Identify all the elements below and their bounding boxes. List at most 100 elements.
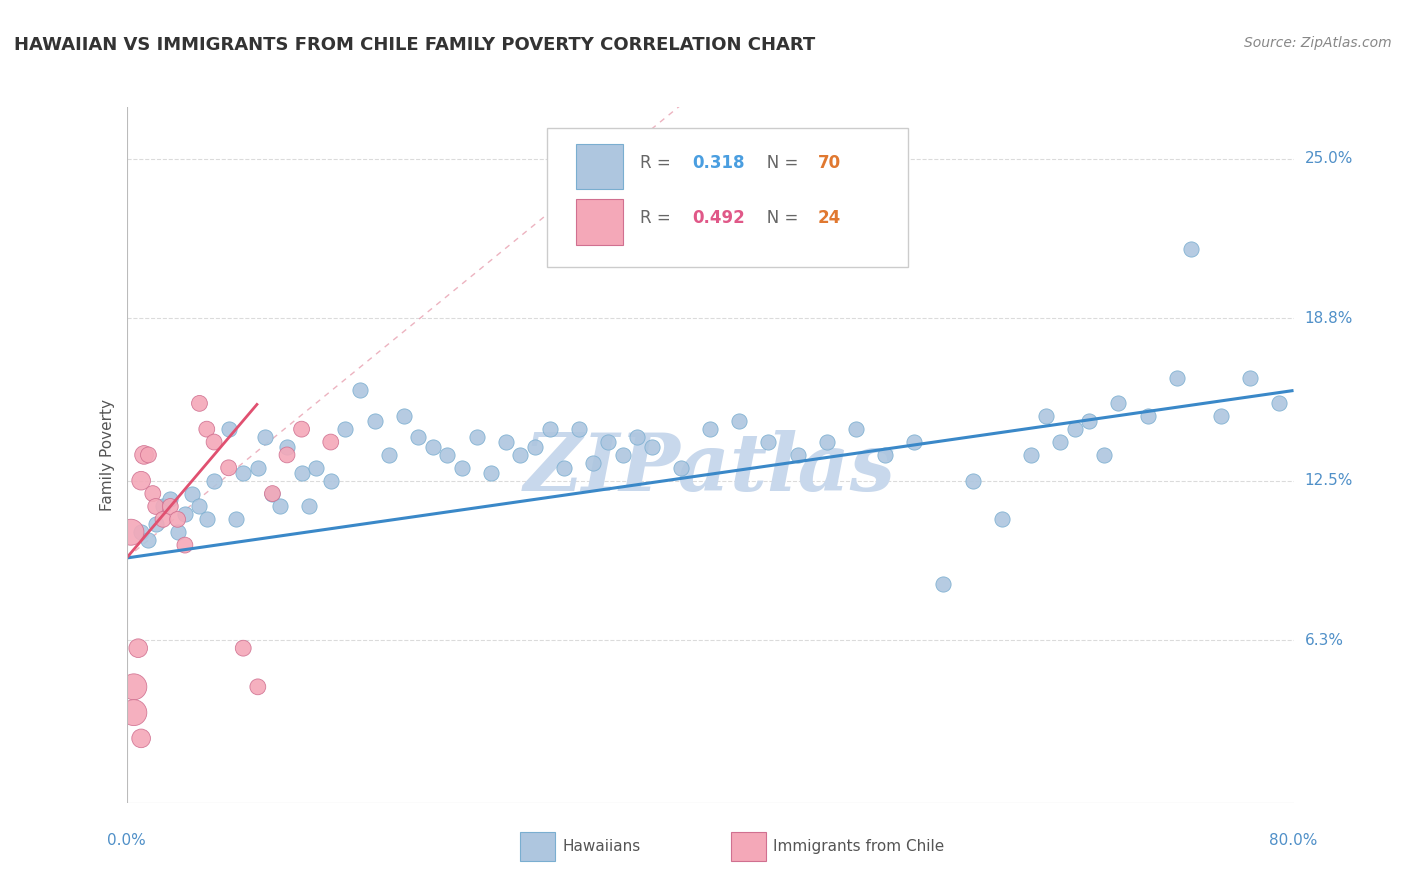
Point (641, 440, 664, 454)
Point (524, 440, 547, 454)
Point (495, 435, 517, 450)
Text: 0.0%: 0.0% (107, 833, 146, 848)
Point (262, 486, 284, 500)
Point (254, 430, 277, 444)
Text: 70: 70 (817, 154, 841, 172)
Point (298, 500, 321, 514)
Point (596, 435, 619, 450)
Text: ZIPatlas: ZIPatlas (524, 430, 896, 508)
Point (225, 512, 247, 526)
Point (479, 466, 502, 480)
Point (120, 525, 142, 540)
Point (962, 474, 984, 488)
FancyBboxPatch shape (576, 199, 623, 244)
Point (195, 512, 218, 526)
Point (159, 491, 181, 506)
Point (845, 422, 868, 436)
Text: Source: ZipAtlas.com: Source: ZipAtlas.com (1244, 36, 1392, 50)
Y-axis label: Family Poverty: Family Poverty (100, 399, 115, 511)
Point (122, 680, 145, 694)
FancyBboxPatch shape (576, 145, 623, 189)
Point (568, 422, 591, 436)
Point (188, 500, 211, 514)
Point (290, 422, 312, 436)
Point (1136, 409, 1159, 424)
Point (142, 486, 165, 500)
Point (582, 456, 605, 470)
Point (305, 460, 328, 475)
Point (202, 474, 225, 488)
Point (1049, 435, 1071, 450)
FancyBboxPatch shape (547, 128, 908, 267)
Text: 12.5%: 12.5% (1305, 473, 1353, 488)
Point (174, 538, 197, 552)
Text: 24: 24 (817, 210, 841, 227)
Point (129, 731, 152, 746)
Point (232, 466, 254, 480)
Point (669, 460, 692, 475)
Point (202, 435, 225, 450)
Text: N =: N = (751, 154, 803, 172)
Point (786, 448, 808, 462)
Point (1108, 396, 1130, 410)
Point (122, 706, 145, 720)
Point (127, 641, 149, 656)
Point (152, 500, 174, 514)
Point (195, 422, 218, 436)
Point (166, 512, 188, 526)
Point (875, 448, 897, 462)
Point (145, 500, 167, 514)
Point (451, 460, 474, 475)
Point (181, 486, 204, 500)
Point (262, 486, 284, 500)
Text: 0.318: 0.318 (693, 154, 745, 172)
Point (903, 435, 925, 450)
Point (1035, 409, 1057, 424)
Text: 80.0%: 80.0% (1270, 833, 1317, 848)
Point (756, 435, 779, 450)
Point (319, 435, 342, 450)
Point (815, 435, 838, 450)
Point (145, 517, 167, 532)
Point (218, 460, 240, 475)
Point (349, 384, 371, 398)
Point (132, 448, 155, 462)
Point (232, 641, 254, 656)
Text: HAWAIIAN VS IMMIGRANTS FROM CHILE FAMILY POVERTY CORRELATION CHART: HAWAIIAN VS IMMIGRANTS FROM CHILE FAMILY… (14, 36, 815, 54)
Point (218, 422, 240, 436)
Point (728, 414, 751, 428)
Text: R =: R = (640, 210, 676, 227)
Text: Immigrants from Chile: Immigrants from Chile (773, 839, 945, 854)
Point (1092, 448, 1115, 462)
Point (436, 448, 458, 462)
Point (626, 430, 648, 444)
Point (335, 422, 357, 436)
Point (538, 422, 561, 436)
Text: 6.3%: 6.3% (1305, 633, 1344, 648)
Point (422, 440, 444, 454)
Text: Hawaiians: Hawaiians (562, 839, 641, 854)
Point (290, 466, 312, 480)
Point (392, 409, 415, 424)
Text: 18.8%: 18.8% (1305, 310, 1353, 326)
Point (699, 422, 721, 436)
Point (363, 414, 385, 428)
Point (129, 525, 152, 540)
Point (174, 507, 197, 521)
Point (378, 448, 401, 462)
Point (1078, 414, 1101, 428)
Point (1209, 409, 1232, 424)
Point (509, 448, 531, 462)
Point (129, 474, 152, 488)
Point (1166, 370, 1188, 384)
Point (1239, 370, 1261, 384)
Point (246, 680, 269, 694)
Text: 0.492: 0.492 (693, 210, 745, 227)
Point (276, 440, 298, 454)
Point (465, 430, 488, 444)
Point (246, 460, 269, 475)
Point (1063, 422, 1085, 436)
Point (159, 500, 181, 514)
Point (408, 430, 430, 444)
Point (152, 512, 174, 526)
